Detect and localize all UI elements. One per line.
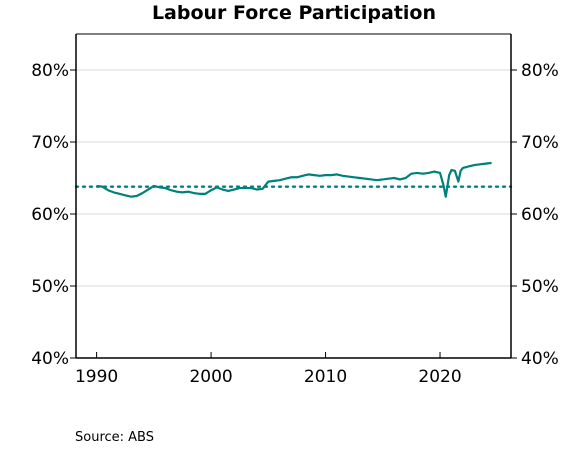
x-tick-label: 2000: [189, 367, 232, 387]
y-tick-label-right: 70%: [521, 133, 559, 153]
x-tick-label: 1990: [75, 367, 118, 387]
y-tick-label-left: 80%: [31, 61, 69, 81]
grid-lines: [76, 69, 511, 287]
y-tick-label-left: 60%: [31, 205, 69, 225]
y-tick-label-right: 60%: [521, 205, 559, 225]
axis-frame: [75, 33, 512, 359]
y-tick-label-right: 40%: [521, 349, 559, 369]
participation-rate-line: [96, 161, 492, 198]
y-tick-label-left: 70%: [31, 133, 69, 153]
x-tick-label: 2020: [418, 367, 461, 387]
y-tick-label-left: 50%: [31, 277, 69, 297]
x-tick-label: 2010: [304, 367, 347, 387]
y-tick-label-right: 80%: [521, 61, 559, 81]
y-tick-label-right: 50%: [521, 277, 559, 297]
plot-area: [74, 161, 513, 198]
chart-title: Labour Force Participation: [151, 2, 437, 24]
source-note: Source: ABS: [75, 430, 154, 445]
axis-ticks: 40% 40% 50% 50% 60% 60% 70% 70% 80% 80% 1990 2000 20…: [31, 61, 559, 387]
y-tick-label-left: 40%: [31, 349, 69, 369]
